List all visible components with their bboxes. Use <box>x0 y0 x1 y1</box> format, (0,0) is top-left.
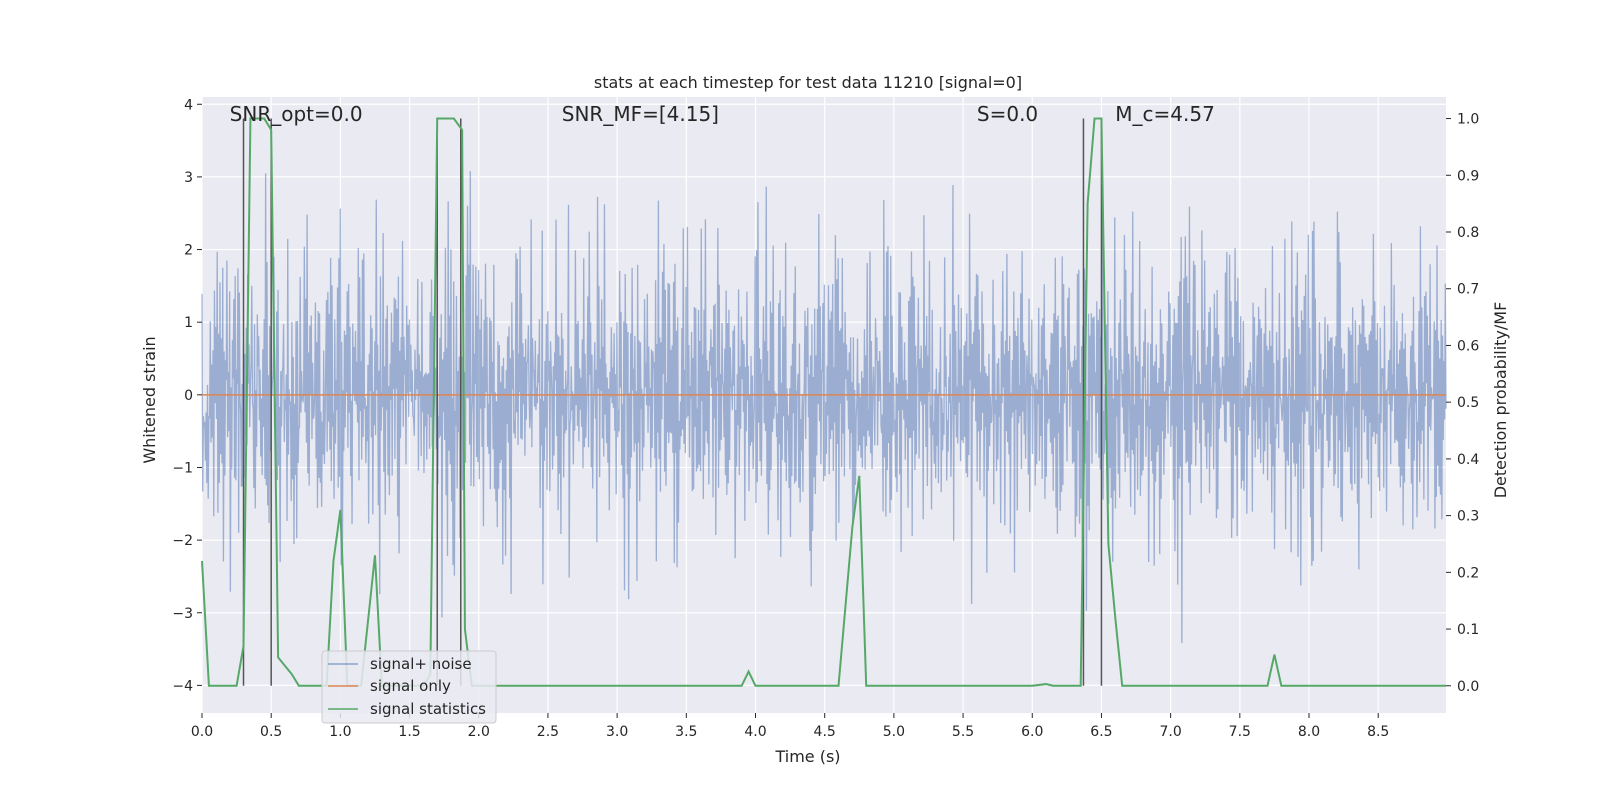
x-tick-label: 5.5 <box>952 724 974 740</box>
y-tick-label: −2 <box>172 533 193 549</box>
x-tick-label: 7.5 <box>1229 724 1251 740</box>
x-tick-label: 7.0 <box>1159 724 1181 740</box>
legend-box <box>321 650 497 724</box>
annotation-text: SNR_MF=[4.15] <box>562 102 719 126</box>
y2-axis-label: Detection probability/MF <box>1491 302 1510 499</box>
annotation-text: SNR_opt=0.0 <box>230 102 363 126</box>
y2-tick-label: 0.5 <box>1457 395 1479 411</box>
y2-tick-label: 1.0 <box>1457 112 1479 128</box>
x-tick-label: 1.0 <box>329 724 351 740</box>
y2-axis-ticks: 1.0 0.9 0.8 0.7 0.6 0.5 0.4 0.3 0.2 0.1 0.0 <box>1446 112 1479 695</box>
x-tick-label: 0.5 <box>260 724 282 740</box>
x-tick-label: 6.5 <box>1090 724 1112 740</box>
legend-label-signal-only: signal only <box>370 677 451 695</box>
y2-tick-label: 0.2 <box>1457 565 1479 581</box>
y-tick-label: 0 <box>184 388 193 404</box>
y2-tick-label: 0.3 <box>1457 509 1479 525</box>
x-tick-label: 2.5 <box>537 724 559 740</box>
y2-tick-label: 0.1 <box>1457 622 1479 638</box>
annotation-text: M_c=4.57 <box>1115 102 1215 126</box>
y-axis-label: Whitened strain <box>140 336 159 463</box>
y-tick-label: 2 <box>184 243 193 259</box>
x-axis-label: Time (s) <box>774 747 840 766</box>
y2-tick-label: 0.0 <box>1457 679 1479 695</box>
y2-tick-label: 0.4 <box>1457 452 1479 468</box>
x-tick-label: 2.0 <box>468 724 490 740</box>
signal-noise-series <box>201 171 1447 644</box>
y2-tick-label: 0.6 <box>1457 338 1479 354</box>
x-tick-label: 4.0 <box>744 724 766 740</box>
legend-label-signal-statistics: signal statistics <box>370 700 486 718</box>
x-tick-label: 3.0 <box>606 724 628 740</box>
x-tick-label: 0.0 <box>191 724 213 740</box>
y2-tick-label: 0.7 <box>1457 282 1479 298</box>
annotations: SNR_opt=0.0 SNR_MF=[4.15] S=0.0 M_c=4.57 <box>230 102 1215 126</box>
x-tick-label: 4.5 <box>814 724 836 740</box>
y2-tick-label: 0.8 <box>1457 225 1479 241</box>
y-tick-label: 4 <box>184 97 193 113</box>
signal-statistics-series <box>201 117 1446 687</box>
y2-tick-label: 0.9 <box>1457 168 1479 184</box>
y-tick-label: 3 <box>184 170 193 186</box>
legend: signal+ noise signal only signal statist… <box>321 650 497 724</box>
annotation-text: S=0.0 <box>977 102 1038 126</box>
y-tick-label: −1 <box>172 460 193 476</box>
x-tick-label: 5.0 <box>883 724 905 740</box>
x-axis-ticks: 0.0 0.5 1.0 1.5 2.0 2.5 3.0 3.5 4.0 4.5 5.0 5.5 6.0 6… <box>191 713 1389 740</box>
x-tick-label: 1.5 <box>398 724 420 740</box>
x-tick-label: 8.5 <box>1367 724 1389 740</box>
chart-title: stats at each timestep for test data 112… <box>594 73 1022 92</box>
signal-noise-line <box>201 171 1447 644</box>
x-tick-label: 6.0 <box>1021 724 1043 740</box>
y-tick-label: −4 <box>172 678 193 694</box>
signal-statistics-line <box>201 117 1446 687</box>
x-tick-label: 3.5 <box>675 724 697 740</box>
y-tick-label: −3 <box>172 606 193 622</box>
legend-label-signal-noise: signal+ noise <box>370 655 472 673</box>
y-axis-ticks: 4 3 2 1 0 −1 −2 −3 −4 <box>172 97 202 694</box>
x-tick-label: 8.0 <box>1298 724 1320 740</box>
y-tick-label: 1 <box>184 315 193 331</box>
